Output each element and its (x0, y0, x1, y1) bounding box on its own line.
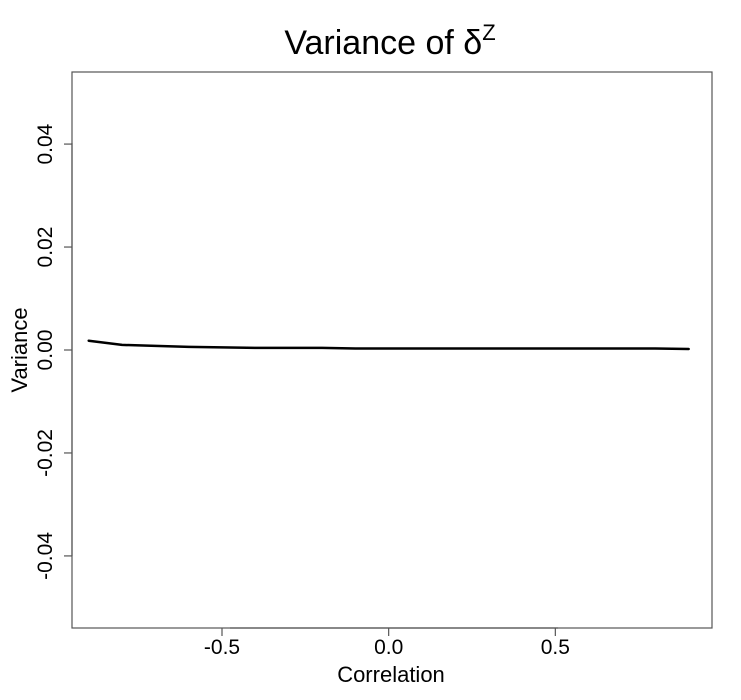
x-tick-label: 0.5 (541, 636, 570, 659)
y-tick-label: -0.04 (34, 532, 57, 580)
plot-area-frame (71, 71, 713, 629)
series-line (87, 339, 690, 351)
y-tick-label: -0.02 (34, 429, 57, 477)
x-tick-label: 0.0 (374, 636, 403, 659)
y-axis: -0.04 -0.02 0.00 0.02 0.04 (34, 123, 73, 580)
y-axis-title: Variance (7, 307, 32, 392)
chart-title-main: Variance of δ (284, 24, 482, 62)
y-tick-label: 0.00 (34, 330, 57, 371)
y-tick-label: 0.02 (34, 227, 57, 268)
x-axis-title: Correlation (337, 662, 445, 687)
x-axis: -0.5 0.0 0.5 (204, 627, 570, 659)
y-tick-label: 0.04 (34, 123, 57, 164)
chart-title-superscript: Z (482, 20, 495, 45)
x-tick-label: -0.5 (204, 636, 240, 659)
chart-title: Variance of δZ (284, 20, 495, 62)
